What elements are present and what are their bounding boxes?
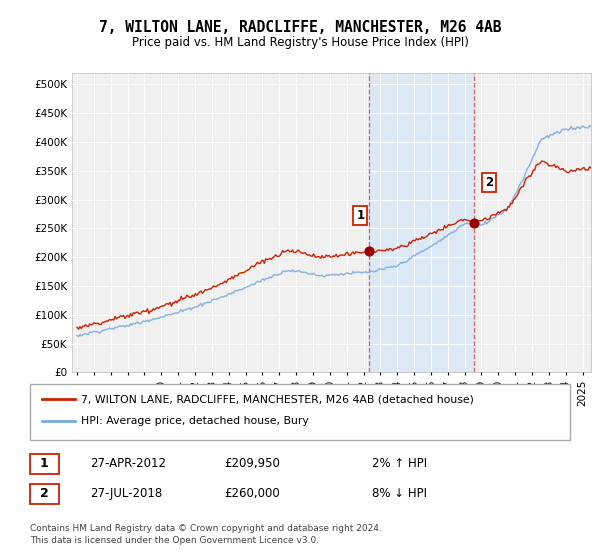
- Point: [469, 218, 479, 227]
- Text: £209,950: £209,950: [224, 457, 280, 470]
- Text: 2: 2: [485, 176, 493, 189]
- Text: HPI: Average price, detached house, Bury: HPI: Average price, detached house, Bury: [81, 416, 309, 426]
- Text: 1: 1: [40, 457, 49, 470]
- Text: Contains HM Land Registry data © Crown copyright and database right 2024.
This d: Contains HM Land Registry data © Crown c…: [30, 524, 382, 545]
- Text: 1: 1: [356, 209, 365, 222]
- Text: 7, WILTON LANE, RADCLIFFE, MANCHESTER, M26 4AB (detached house): 7, WILTON LANE, RADCLIFFE, MANCHESTER, M…: [81, 394, 474, 404]
- Text: 27-JUL-2018: 27-JUL-2018: [90, 487, 162, 501]
- Point: [364, 247, 374, 256]
- Text: 2% ↑ HPI: 2% ↑ HPI: [372, 457, 427, 470]
- Text: £260,000: £260,000: [224, 487, 280, 501]
- Text: Price paid vs. HM Land Registry's House Price Index (HPI): Price paid vs. HM Land Registry's House …: [131, 36, 469, 49]
- Text: 27-APR-2012: 27-APR-2012: [90, 457, 166, 470]
- Text: 7, WILTON LANE, RADCLIFFE, MANCHESTER, M26 4AB: 7, WILTON LANE, RADCLIFFE, MANCHESTER, M…: [99, 20, 501, 35]
- Text: 8% ↓ HPI: 8% ↓ HPI: [372, 487, 427, 501]
- Text: 2: 2: [40, 487, 49, 501]
- Bar: [369, 73, 474, 372]
